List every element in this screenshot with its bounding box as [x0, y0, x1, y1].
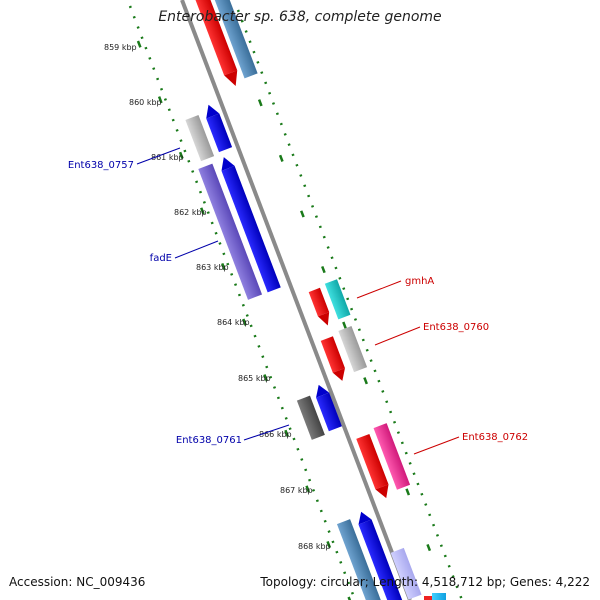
major-tick: [321, 265, 326, 274]
major-tick: [426, 543, 432, 552]
major-tick: [363, 377, 368, 385]
gene-label-ent0757[interactable]: Ent638_0757: [68, 160, 134, 171]
gene-edge-sky[interactable]: [432, 593, 446, 600]
gene-lavender-bottom[interactable]: [390, 547, 422, 600]
gene-blue-small[interactable]: [202, 102, 233, 153]
gene-ent0762-pink[interactable]: [373, 423, 411, 490]
major-tick: [284, 429, 289, 437]
major-tick: [305, 485, 311, 493]
map-title: Enterobacter sp. 638, complete genome: [158, 9, 442, 25]
gene-ent0757[interactable]: [185, 115, 215, 162]
gene-label-ent0761[interactable]: Ent638_0761: [176, 435, 242, 446]
scale-label: 859 kbp: [104, 43, 137, 52]
gene-blue-bottom[interactable]: [355, 509, 403, 600]
scale-label: 863 kbp: [196, 263, 229, 272]
gene-edge-red[interactable]: [424, 596, 432, 600]
gene-blue-long[interactable]: [217, 155, 281, 293]
major-tick: [157, 96, 163, 104]
scale-label: 862 kbp: [174, 208, 207, 217]
major-tick: [326, 540, 332, 549]
gene-ent0762-red[interactable]: [356, 433, 393, 501]
gene-forward-steel-top[interactable]: [209, 0, 258, 79]
leader-line-ent0761: [243, 424, 290, 441]
gene-ent0760[interactable]: [320, 336, 349, 383]
major-ticks: [136, 40, 432, 600]
major-tick: [263, 374, 268, 382]
major-tick: [300, 210, 305, 218]
major-tick: [257, 99, 263, 107]
gene-blue-0761[interactable]: [312, 382, 342, 432]
scale-label: 865 kbp: [238, 374, 271, 383]
major-tick: [136, 40, 142, 48]
leader-line-gmhA: [356, 280, 402, 299]
scale-label: 861 kbp: [151, 153, 184, 162]
scale-label: 868 kbp: [298, 542, 331, 551]
backbone-line: [180, 0, 412, 600]
gene-fadE[interactable]: [198, 163, 263, 300]
scale-label: 860 kbp: [129, 98, 162, 107]
gene-gray-forward[interactable]: [338, 326, 368, 373]
leader-line-ent0760: [374, 326, 421, 346]
leader-line-ent0762: [413, 436, 460, 455]
gene-label-gmhA[interactable]: gmhA: [405, 276, 434, 287]
gene-cyan[interactable]: [324, 279, 351, 320]
gene-ent0761[interactable]: [296, 395, 325, 440]
gene-steel-bottom[interactable]: [336, 519, 385, 600]
major-tick: [347, 596, 352, 600]
gene-label-fadE[interactable]: fadE: [150, 253, 172, 264]
gene-label-ent0762[interactable]: Ent638_0762: [462, 432, 528, 443]
scale-label: 867 kbp: [280, 486, 313, 495]
major-tick: [405, 488, 411, 496]
gene-label-ent0760[interactable]: Ent638_0760: [423, 322, 489, 333]
major-tick: [342, 321, 347, 329]
outer-tick-track: [236, 9, 464, 600]
scale-label: 866 kbp: [259, 430, 292, 439]
major-tick: [178, 151, 184, 159]
major-tick: [200, 207, 205, 215]
gene-gmhA[interactable]: [308, 287, 334, 328]
accession-text: Accession: NC_009436: [9, 575, 146, 589]
major-tick: [278, 154, 284, 162]
leader-line-ent0757: [136, 147, 181, 165]
inner-tick-track: [128, 5, 357, 600]
gene-forward-red-top[interactable]: [192, 0, 242, 88]
major-tick: [242, 318, 247, 326]
genome-summary: Topology: circular; Length: 4,518,712 bp…: [260, 575, 590, 589]
scale-label: 864 kbp: [217, 318, 250, 327]
leader-line-fadE: [174, 240, 219, 259]
major-tick: [221, 262, 226, 271]
